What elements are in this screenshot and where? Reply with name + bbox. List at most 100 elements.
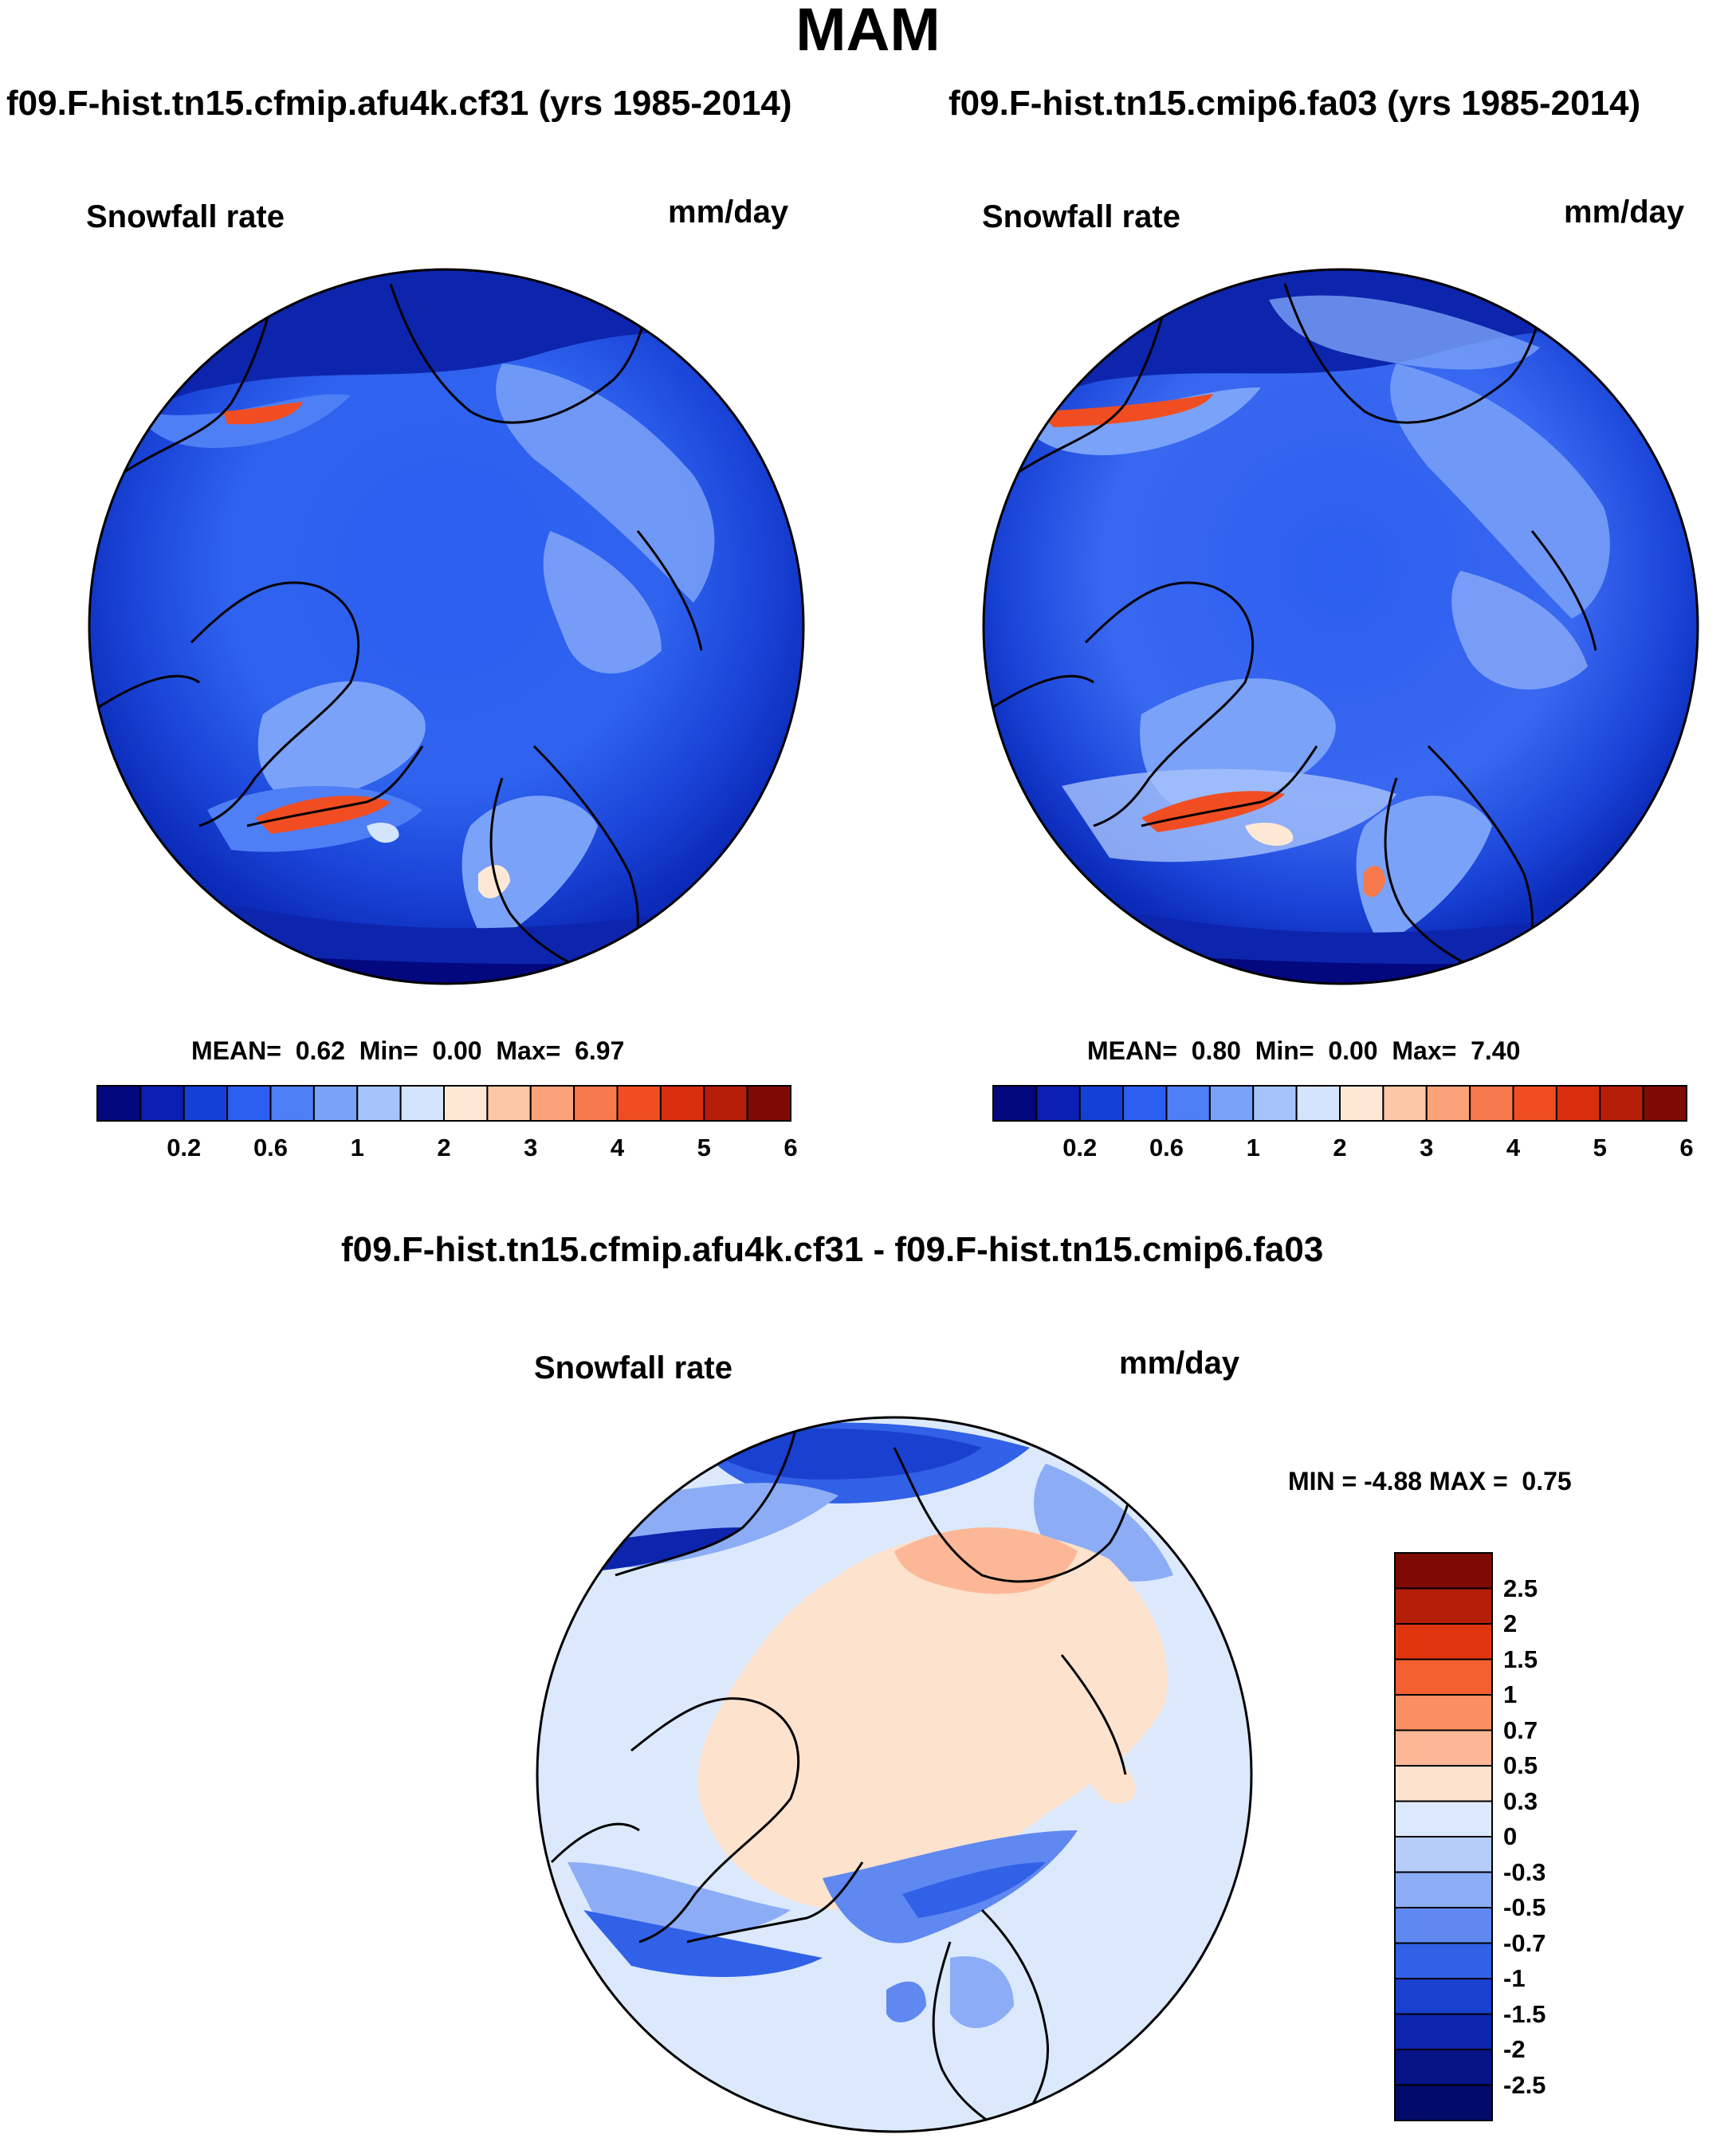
colorbar-diff-tick-label: -0.3 [1503, 1857, 1546, 1886]
panel-1-mean-label: MEAN= [191, 1036, 281, 1065]
colorbar-2-tick-label: 4 [1506, 1134, 1521, 1161]
colorbar-diff-swatch [1394, 2013, 1493, 2050]
panel-2-max-value: 7.40 [1471, 1036, 1521, 1065]
colorbar-diff-tick-label: 0.7 [1503, 1716, 1538, 1744]
colorbar-1-tick-label: 1 [350, 1134, 364, 1161]
colorbar-diff-tick-label: 0.5 [1503, 1751, 1538, 1779]
colorbar-diff-swatch [1394, 1623, 1493, 1661]
colorbar-2-tick-label: 1 [1246, 1134, 1260, 1161]
diff-min-label: MIN = [1288, 1467, 1357, 1496]
colorbar-2-tick-label: 0.2 [1062, 1134, 1098, 1161]
colorbar-1-tick-label: 0.6 [253, 1134, 289, 1161]
colorbar-1-tick-label: 0.2 [167, 1134, 202, 1161]
colorbar-2-swatch [1035, 1085, 1081, 1122]
diff-max-value: 0.75 [1522, 1467, 1572, 1496]
map-panel-diff [536, 1416, 1253, 2133]
diff-variable-label: Snowfall rate [534, 1350, 732, 1385]
colorbar-2-swatch [1599, 1085, 1644, 1122]
colorbar-2-swatch [1295, 1085, 1341, 1122]
colorbar-1-swatch [139, 1085, 185, 1122]
colorbar-1-tick-label: 3 [524, 1134, 538, 1161]
colorbar-diff-swatch [1394, 2084, 1493, 2121]
colorbar-panel-1 [96, 1085, 791, 1122]
colorbar-2-swatch [992, 1085, 1038, 1122]
colorbar-diff-swatch [1394, 1765, 1493, 1802]
colorbar-diff-swatch [1394, 1587, 1493, 1625]
colorbar-2-tick-label: 3 [1420, 1134, 1434, 1161]
colorbar-diff-tick-label: 1 [1503, 1680, 1518, 1708]
panel-2-mean-value: 0.80 [1191, 1036, 1241, 1065]
colorbar-1-swatch [356, 1085, 402, 1122]
colorbar-2-ticks: 0.2 0.6 1 2 3 4 5 6 [993, 1134, 1693, 1167]
colorbar-diff-swatch [1394, 1552, 1493, 1590]
colorbar-diff-swatch [1394, 1694, 1493, 1731]
colorbar-1-swatch [573, 1085, 619, 1122]
colorbar-2-swatch [1425, 1085, 1471, 1122]
colorbar-diff-tick-label: 0 [1503, 1822, 1518, 1850]
colorbar-2-swatch [1208, 1085, 1255, 1122]
map-panel-2 [982, 268, 1699, 985]
colorbar-1-swatch [183, 1085, 229, 1122]
colorbar-1-tick-label: 2 [437, 1134, 451, 1161]
panel-2-case-title: f09.F-hist.tn15.cmip6.fa03 (yrs 1985-201… [949, 84, 1641, 123]
colorbar-1-swatch [659, 1085, 705, 1122]
colorbar-2-tick-label: 5 [1593, 1134, 1607, 1161]
colorbar-panel-2 [992, 1085, 1687, 1122]
colorbar-diff-tick-label: -1.5 [1503, 1999, 1546, 2028]
colorbar-diff-tick-label: 1.5 [1503, 1645, 1538, 1673]
colorbar-2-swatch [1642, 1085, 1687, 1122]
colorbar-1-swatch [269, 1085, 315, 1122]
diff-units-label: mm/day [1119, 1346, 1240, 1381]
colorbar-2-swatch [1122, 1085, 1168, 1122]
colorbar-1-swatch [399, 1085, 445, 1122]
colorbar-2-swatch [1339, 1085, 1384, 1122]
colorbar-1-tick-label: 6 [784, 1134, 798, 1161]
colorbar-diff-tick-label: -2 [1503, 2035, 1526, 2063]
map-panel-1 [88, 268, 805, 985]
map-1-border [88, 268, 805, 985]
colorbar-diff-swatch [1394, 1836, 1493, 1873]
diff-stats: MIN = -4.88 MAX = 0.75 [1288, 1467, 1572, 1496]
colorbar-diff-swatch [1394, 2049, 1493, 2086]
diff-min-value: -4.88 [1364, 1467, 1423, 1496]
colorbar-diff-tick-label: 0.3 [1503, 1786, 1538, 1815]
panel-2-min-label: Min= [1255, 1036, 1314, 1065]
map-1-field [89, 269, 803, 984]
colorbar-diff-swatch [1394, 1907, 1493, 1944]
colorbar-1-tick-label: 4 [610, 1134, 625, 1161]
colorbar-diff-tick-label: -1 [1503, 1964, 1526, 1992]
panel-1-min-value: 0.00 [432, 1036, 482, 1065]
colorbar-diff [1394, 1552, 1493, 2121]
colorbar-1-ticks: 0.2 0.6 1 2 3 4 5 6 [97, 1134, 797, 1167]
colorbar-diff-swatch [1394, 1871, 1493, 1908]
colorbar-1-swatch [312, 1085, 359, 1122]
colorbar-diff-swatch [1394, 1658, 1493, 1696]
panel-1-mean-value: 0.62 [295, 1036, 345, 1065]
colorbar-2-swatch [1078, 1085, 1125, 1122]
colorbar-diff-ticks: 2.5 2 1.5 1 0.7 0.5 0.3 0 -0.3 -0.5 -0.7 -1 -1.5 -2 -2… [1503, 1553, 1599, 2120]
panel-2-max-label: Max= [1392, 1036, 1457, 1065]
panel-1-units-label: mm/day [668, 195, 789, 230]
map-diff-field [537, 1417, 1251, 2132]
colorbar-1-swatch [703, 1085, 748, 1122]
colorbar-1-swatch [746, 1085, 791, 1122]
colorbar-diff-swatch [1394, 1729, 1493, 1767]
colorbar-2-swatch [1382, 1085, 1428, 1122]
panel-2-min-value: 0.00 [1328, 1036, 1378, 1065]
colorbar-2-tick-label: 6 [1679, 1134, 1694, 1161]
colorbar-2-swatch [1469, 1085, 1514, 1122]
colorbar-diff-swatch [1394, 1800, 1493, 1837]
colorbar-diff-tick-label: -2.5 [1503, 2070, 1546, 2099]
panel-1-stats: MEAN= 0.62 Min= 0.00 Max= 6.97 [191, 1036, 624, 1065]
panel-2-stats: MEAN= 0.80 Min= 0.00 Max= 7.40 [1087, 1036, 1520, 1065]
panel-2-units-label: mm/day [1564, 195, 1685, 230]
colorbar-2-swatch [1165, 1085, 1211, 1122]
colorbar-2-tick-label: 0.6 [1149, 1134, 1184, 1161]
panel-1-max-value: 6.97 [575, 1036, 625, 1065]
figure-title: MAM [795, 0, 941, 64]
colorbar-diff-swatch [1394, 1978, 1493, 2015]
colorbar-2-swatch [1512, 1085, 1557, 1122]
diff-max-label: MAX = [1428, 1467, 1508, 1496]
colorbar-1-swatch [443, 1085, 489, 1122]
panel-1-max-label: Max= [496, 1036, 561, 1065]
